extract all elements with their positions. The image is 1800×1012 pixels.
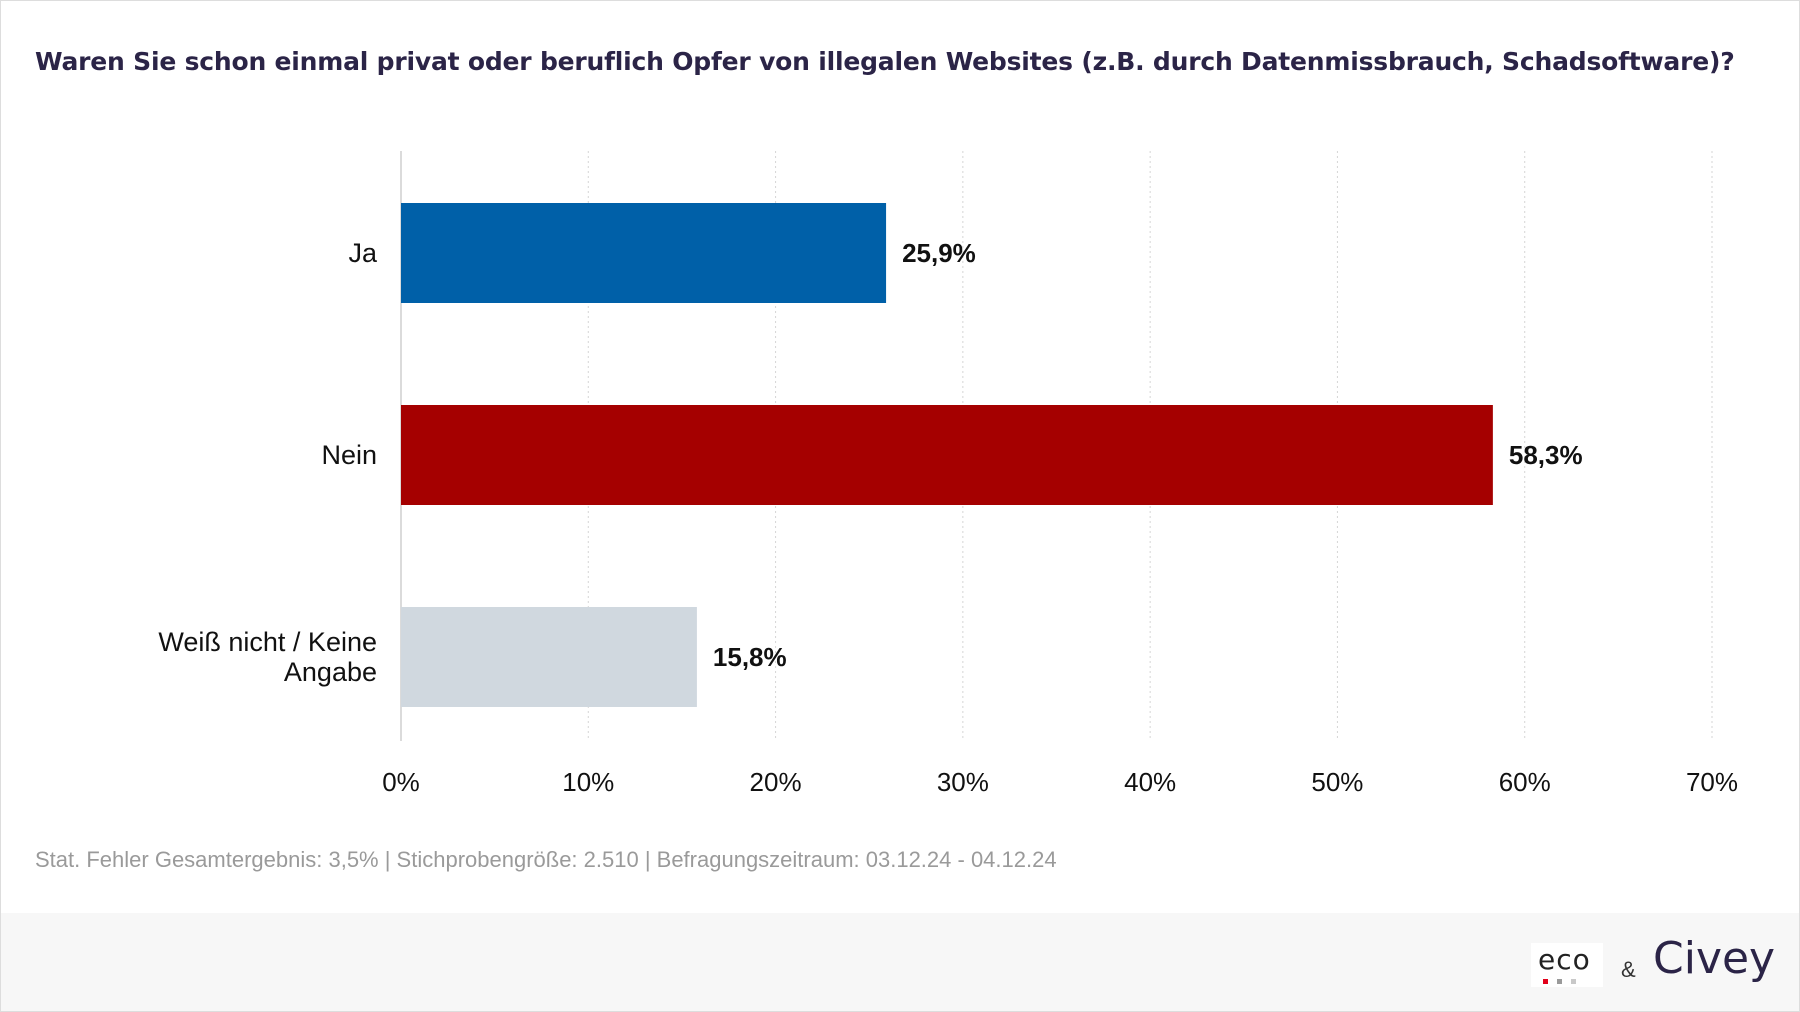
tick-label-30: 30% [937,767,989,797]
value-label-2: 15,8% [713,642,787,672]
category-label-2-line-0: Weiß nicht / Keine [158,627,377,657]
footnote: Stat. Fehler Gesamtergebnis: 3,5% | Stic… [35,847,1057,872]
bar-0 [401,203,887,303]
eco-dot-light [1571,979,1576,984]
footer: eco & Civey [1,913,1799,1011]
value-label-1: 58,3% [1509,440,1583,470]
category-label-1: Nein [321,440,377,470]
bar-1 [401,405,1493,505]
category-label-2-line-1: Angabe [284,657,377,687]
bar-chart: Ja 25,9% Nein 58,3% Weiß nicht / KeineAngabe… [158,151,1738,797]
tick-label-10: 10% [562,767,614,797]
tick-label-40: 40% [1124,767,1176,797]
tick-label-20: 20% [750,767,802,797]
eco-logo: eco [1531,943,1603,987]
eco-logo-text: eco [1538,943,1591,976]
tick-label-50: 50% [1311,767,1363,797]
value-label-0: 25,9% [902,238,976,268]
chart-title: Waren Sie schon einmal privat oder beruf… [35,47,1735,76]
ampersand: & [1621,957,1636,982]
tick-label-0: 0% [382,767,420,797]
category-label-0: Ja [348,238,378,268]
civey-logo: Civey [1653,933,1776,984]
tick-label-60: 60% [1499,767,1551,797]
bar-2 [401,607,697,707]
eco-dot-gray [1557,979,1562,984]
tick-label-70: 70% [1686,767,1738,797]
eco-logo-dots [1543,979,1576,984]
eco-dot-red [1543,979,1548,984]
